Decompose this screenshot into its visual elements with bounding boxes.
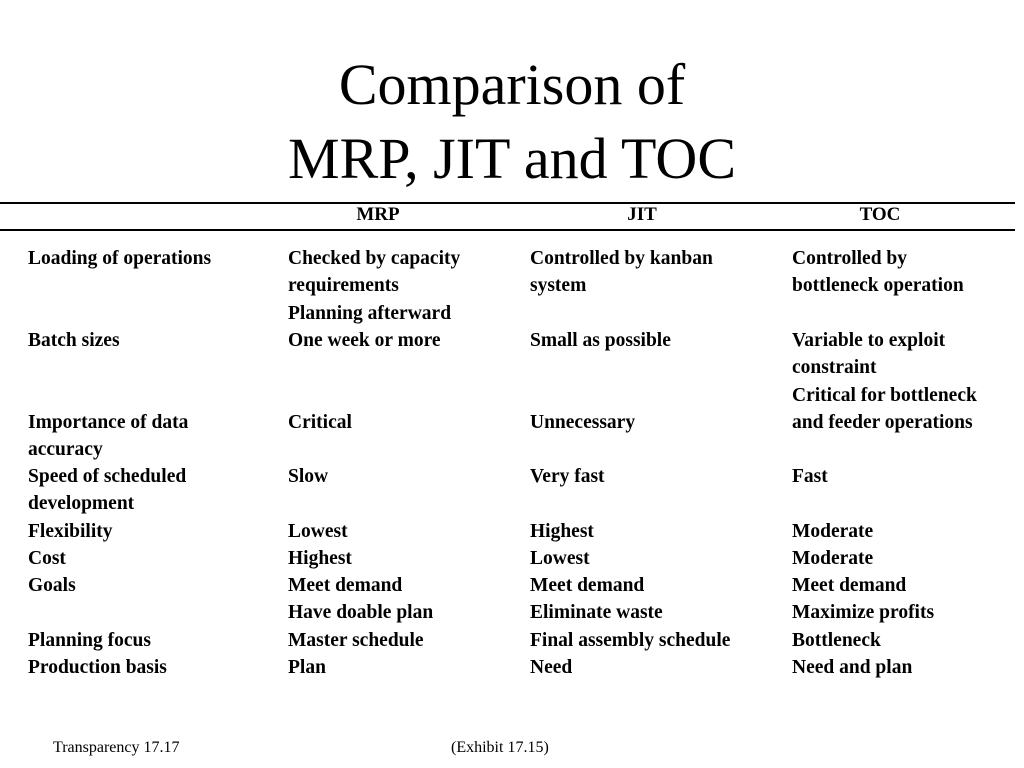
cell-accuracy-jit: Unnecessary [530,412,636,433]
row-label-speed: Speed of scheduled development [28,466,187,515]
cell-loading-jit: Controlled by kanban system [530,248,713,297]
row-label-planning-focus: Planning focus [28,630,151,651]
cell-focus-toc: Bottleneck [792,630,881,651]
row-label-cost: Cost [28,548,66,569]
cell-accuracy-toc: Critical for bottleneck and feeder opera… [792,385,977,434]
cell-speed-jit: Very fast [530,466,605,487]
cell-loading-mrp: Checked by capacity requirements Plannin… [288,248,461,324]
cell-flexibility-toc: Moderate [792,521,874,542]
title-line-2: MRP, JIT and TOC [288,126,736,191]
cell-basis-mrp: Plan [288,657,326,678]
footer-transparency-label: Transparency 17.17 [53,739,180,756]
table-header-rule [0,229,1015,231]
cell-basis-toc: Need and plan [792,657,913,678]
page-title: Comparison of MRP, JIT and TOC [0,48,1024,196]
footer-exhibit-label: (Exhibit 17.15) [451,739,549,756]
cell-goals-mrp: Meet demand Have doable plan [288,575,434,624]
cell-goals-jit: Meet demand Eliminate waste [530,575,663,624]
cell-focus-mrp: Master schedule [288,630,424,651]
cell-batch-jit: Small as possible [530,330,671,351]
cell-focus-jit: Final assembly schedule [530,630,731,651]
cell-batch-toc: Variable to exploit constraint [792,330,946,379]
cell-speed-mrp: Slow [288,466,329,487]
row-label-batch-sizes: Batch sizes [28,330,120,351]
cell-speed-toc: Fast [792,466,828,487]
row-label-flexibility: Flexibility [28,521,113,542]
row-label-data-accuracy: Importance of data accuracy [28,412,189,461]
row-label-production-basis: Production basis [28,657,167,678]
column-header-jit: JIT [627,204,657,225]
cell-basis-jit: Need [530,657,573,678]
cell-accuracy-mrp: Critical [288,412,352,433]
cell-cost-mrp: Highest [288,548,352,569]
row-label-goals: Goals [28,575,76,596]
cell-flexibility-mrp: Lowest [288,521,348,542]
cell-goals-toc: Meet demand Maximize profits [792,575,935,624]
cell-flexibility-jit: Highest [530,521,594,542]
cell-cost-jit: Lowest [530,548,590,569]
column-header-mrp: MRP [356,204,400,225]
table-top-rule [0,202,1015,204]
column-header-toc: TOC [859,204,901,225]
cell-loading-toc: Controlled by bottleneck operation [792,248,964,297]
row-label-loading: Loading of operations [28,248,212,269]
cell-cost-toc: Moderate [792,548,874,569]
title-line-1: Comparison of [338,52,686,117]
cell-batch-mrp: One week or more [288,330,441,351]
